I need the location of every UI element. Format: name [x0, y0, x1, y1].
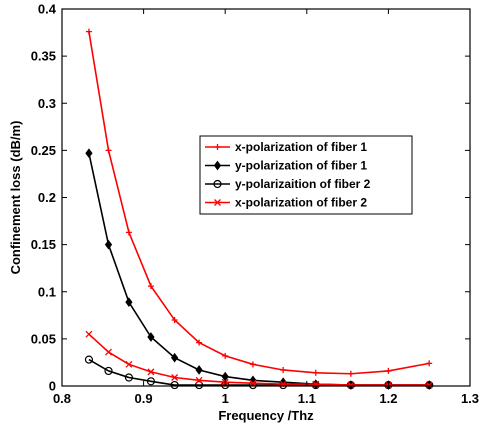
legend-marker — [213, 179, 222, 189]
data-point — [125, 297, 133, 307]
legend-entries: x-polarization of fiber 1 y-polarization … — [205, 140, 371, 210]
data-point — [85, 148, 93, 159]
y-tick-label: 0.1 — [38, 284, 56, 299]
data-point — [195, 365, 203, 375]
data-point — [347, 370, 354, 377]
y-tick-label: 0 — [49, 379, 56, 394]
plot-content — [84, 28, 434, 390]
data-point — [312, 369, 319, 376]
y-axis-label: Confinement loss (dB/m) — [8, 121, 23, 275]
y-tick-label: 0.2 — [38, 190, 56, 205]
data-point — [249, 379, 257, 387]
data-point — [85, 28, 92, 35]
data-point — [171, 374, 179, 381]
x-tick-label: 1 — [222, 391, 229, 406]
legend-label: y-polarizaition of fiber 2 — [235, 177, 371, 191]
data-point — [105, 147, 112, 154]
data-point — [170, 352, 179, 363]
series-1 — [85, 28, 433, 377]
data-point — [279, 380, 288, 390]
data-point — [147, 283, 154, 290]
data-point — [84, 355, 94, 364]
data-point — [124, 373, 134, 382]
y-tick-label: 0.05 — [31, 331, 56, 346]
legend: x-polarization of fiber 1 y-polarization … — [199, 135, 413, 215]
data-point — [426, 360, 433, 367]
x-tick-label: 0.8 — [53, 391, 71, 406]
data-point — [171, 317, 178, 324]
data-point — [147, 332, 155, 342]
legend-entry: x-polarization of fiber 1 — [205, 140, 367, 154]
data-point — [280, 366, 287, 373]
y-tick-label: 0.3 — [38, 96, 56, 111]
legend-entry: y-polarization of fiber 1 — [205, 159, 367, 173]
legend-entry: y-polarizaition of fiber 2 — [205, 177, 371, 191]
data-point — [125, 360, 133, 368]
x-tick-label: 1.1 — [298, 391, 316, 406]
data-point — [104, 239, 113, 250]
axis-ticks: 0.8 0.9 1 1.1 1.2 1.3 0 0.05 0.1 0.15 0.2 0.25 0.3 0.… — [31, 2, 479, 407]
data-point — [311, 380, 320, 390]
data-point — [385, 367, 392, 374]
legend-box — [199, 135, 413, 215]
x-tick-label: 1.3 — [461, 391, 479, 406]
data-point — [221, 371, 229, 382]
y-tick-label: 0.15 — [31, 237, 56, 252]
data-point — [105, 348, 112, 356]
y-tick-label: 0.35 — [31, 49, 56, 64]
legend-label: x-polarization of fiber 1 — [235, 140, 367, 154]
y-tick-label: 0.4 — [38, 2, 57, 17]
data-point — [194, 380, 204, 390]
legend-marker — [213, 160, 222, 171]
data-point — [85, 330, 93, 338]
data-point — [347, 381, 355, 389]
data-point — [195, 376, 203, 384]
data-point — [146, 377, 156, 386]
data-point — [196, 339, 203, 346]
data-point — [104, 366, 113, 376]
y-tick-label: 0.25 — [31, 143, 56, 158]
legend-marker — [214, 144, 221, 150]
x-axis-label: Frequency /Thz — [218, 408, 314, 423]
legend-label: x-polarization of fiber 2 — [235, 196, 367, 210]
data-point — [222, 352, 229, 359]
x-tick-label: 0.9 — [135, 391, 153, 406]
data-point — [170, 380, 179, 390]
data-point — [248, 380, 258, 390]
data-point — [425, 381, 433, 389]
x-tick-label: 1.2 — [379, 391, 397, 406]
data-point — [147, 368, 155, 376]
legend-marker — [214, 199, 221, 206]
legend-label: y-polarization of fiber 1 — [235, 159, 367, 173]
data-point — [125, 229, 132, 236]
data-point — [249, 361, 256, 368]
legend-entry: x-polarization of fiber 2 — [205, 196, 367, 210]
